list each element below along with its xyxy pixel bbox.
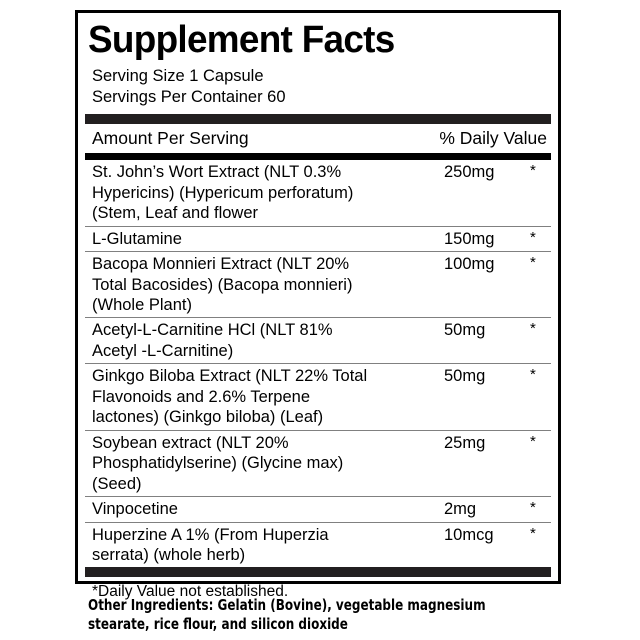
ingredient-name-line: Vinpocetine (92, 500, 178, 519)
row-divider (85, 429, 551, 431)
ingredient-name-line: Hypericins) (Hypericum perforatum) (92, 183, 354, 202)
ingredient-amount: 100mg (444, 255, 495, 274)
divider-thick-bottom (85, 567, 551, 578)
ingredient-daily-value: * (530, 162, 536, 180)
ingredient-row: Acetyl-L-Carnitine HCl (NLT 81% Acetyl -L… (85, 318, 551, 363)
ingredient-row: St. John’s Wort Extract (NLT 0.3% Hyperic… (85, 160, 551, 225)
ingredient-row: L-Glutamine 150mg * (85, 227, 551, 251)
ingredient-row: Vinpocetine 2mg * (85, 497, 551, 521)
ingredient-name: St. John’s Wort Extract (NLT 0.3% Hyperic… (92, 162, 444, 223)
ingredient-amount: 25mg (444, 433, 486, 452)
ingredient-amount: 250mg (444, 163, 495, 182)
row-divider (85, 521, 551, 523)
ingredient-name: Bacopa Monnieri Extract (NLT 20% Total Ba… (92, 254, 444, 315)
serving-size: Serving Size 1 Capsule (92, 67, 264, 85)
ingredient-row: Soybean extract (NLT 20% Phosphatidylseri… (85, 431, 551, 496)
other-ingredients-line: stearate, rice flour, and silicon dioxid… (88, 615, 348, 634)
divider-medium (85, 153, 551, 161)
ingredient-name-line: Total Bacosides) (Bacopa monnieri) (92, 275, 353, 294)
ingredient-row: Ginkgo Biloba Extract (NLT 22% Total Flav… (85, 364, 551, 429)
column-header-amount: Amount Per Serving (92, 128, 249, 149)
ingredient-name-line: Soybean extract (NLT 20% (92, 433, 289, 452)
ingredient-name-line: (Whole Plant) (92, 295, 192, 314)
ingredient-name-line: Ginkgo Biloba Extract (NLT 22% Total (92, 367, 368, 386)
ingredient-name-line: Bacopa Monnieri Extract (NLT 20% (92, 255, 350, 274)
ingredient-daily-value: * (530, 254, 536, 272)
ingredient-name-line: serrata) (whole herb) (92, 545, 246, 564)
row-divider (85, 251, 551, 253)
ingredient-name-line: St. John’s Wort Extract (NLT 0.3% (92, 163, 342, 182)
ingredient-name-line: (Seed) (92, 474, 142, 493)
ingredient-amount: 150mg (444, 229, 495, 248)
ingredient-name-line: Flavonoids and 2.6% Terpene (92, 387, 311, 406)
ingredient-name-line: Huperzine A 1% (From Huperzia (92, 525, 329, 544)
ingredient-name-line: Acetyl-L-Carnitine HCl (NLT 81% (92, 321, 333, 340)
other-ingredients-line: Other Ingredients: Gelatin (Bovine), veg… (88, 596, 486, 614)
ingredient-amount: 50mg (444, 367, 486, 386)
servings-per-container: Servings Per Container 60 (92, 87, 286, 106)
ingredient-name-line: L-Glutamine (92, 229, 182, 248)
ingredient-row: Huperzine A 1% (From Huperzia serrata) (w… (85, 523, 551, 568)
ingredient-daily-value: * (530, 366, 536, 384)
column-header-daily-value: % Daily Value (439, 128, 547, 149)
supplement-facts-panel: Supplement Facts Serving Size 1 Capsule … (75, 10, 561, 600)
ingredient-name: Ginkgo Biloba Extract (NLT 22% Total Flav… (92, 366, 444, 427)
row-divider (85, 496, 551, 498)
ingredient-name: Acetyl-L-Carnitine HCl (NLT 81% Acetyl -L… (92, 320, 444, 361)
page-title: Supplement Facts (88, 19, 395, 61)
ingredient-daily-value: * (530, 228, 536, 246)
ingredient-daily-value: * (530, 499, 536, 517)
other-ingredients-text: Other Ingredients: Gelatin (Bovine), veg… (88, 596, 492, 634)
column-header-row: Amount Per Serving % Daily Value (85, 124, 551, 153)
ingredient-row: Bacopa Monnieri Extract (NLT 20% Total Ba… (85, 252, 551, 317)
row-divider (85, 363, 551, 365)
ingredient-name-line: (Stem, Leaf and flower (92, 204, 258, 223)
ingredient-amount: 10mcg (444, 525, 494, 544)
ingredient-amount: 50mg (444, 321, 486, 340)
serving-info: Serving Size 1 Capsule Servings Per Cont… (92, 66, 551, 107)
daily-value-footnote: *Daily Value not established. (92, 583, 289, 601)
ingredient-name: Vinpocetine (92, 499, 444, 519)
row-divider (85, 225, 551, 227)
ingredient-list: St. John’s Wort Extract (NLT 0.3% Hyperic… (85, 160, 551, 567)
ingredient-name-line: Acetyl -L-Carnitine) (92, 341, 234, 360)
ingredient-daily-value: * (530, 432, 536, 450)
ingredient-name: Huperzine A 1% (From Huperzia serrata) (w… (92, 525, 444, 566)
ingredient-daily-value: * (530, 320, 536, 338)
ingredient-amount: 2mg (444, 500, 477, 519)
ingredient-daily-value: * (530, 524, 536, 542)
row-divider (85, 317, 551, 319)
ingredient-name: L-Glutamine (92, 229, 444, 249)
ingredient-name-line: lactones) (Ginkgo biloba) (Leaf) (92, 408, 324, 427)
ingredient-name-line: Phosphatidylserine) (Glycine max) (92, 454, 344, 473)
ingredient-name: Soybean extract (NLT 20% Phosphatidylseri… (92, 433, 444, 494)
divider-thick-top (85, 114, 551, 125)
